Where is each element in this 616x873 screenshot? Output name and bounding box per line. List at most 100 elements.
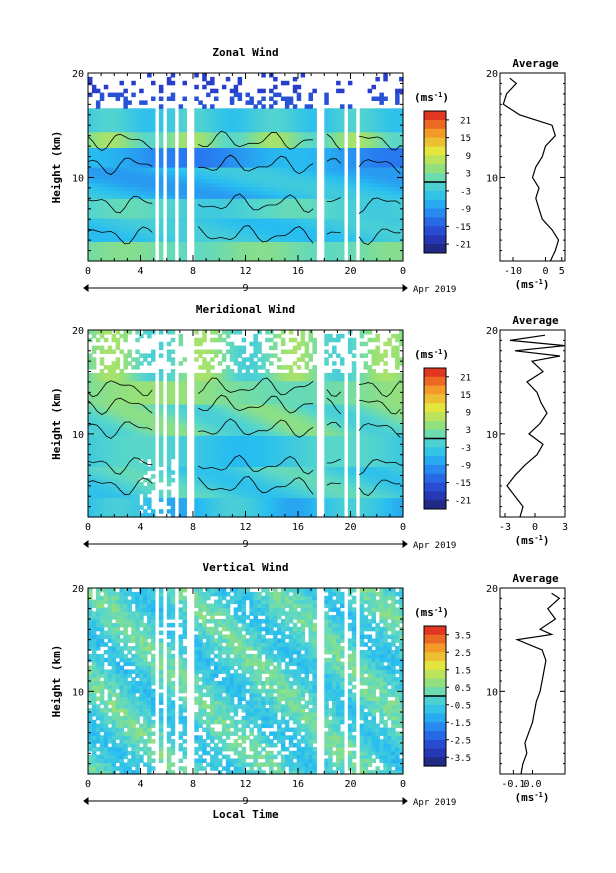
heatmap-cell (107, 439, 113, 444)
heatmap-cell (214, 458, 219, 464)
heatmap-cell (151, 96, 156, 101)
heatmap-cell (328, 131, 333, 137)
heatmap-cell (123, 489, 128, 495)
heatmap-cell (288, 221, 294, 227)
heatmap-cell (143, 435, 148, 440)
heatmap-cell (233, 178, 239, 184)
heatmap-cell (261, 225, 266, 231)
heatmap-cell (261, 108, 266, 113)
heatmap-cell (166, 411, 172, 417)
heatmap-cell (95, 88, 101, 94)
heatmap-cell (324, 221, 329, 227)
heatmap-cell (379, 225, 384, 231)
heatmap-cell (214, 372, 219, 378)
heatmap-cell (359, 225, 365, 231)
heatmap-cell (178, 450, 184, 456)
heatmap-cell (131, 501, 136, 506)
heatmap-cell (111, 151, 117, 156)
heatmap-cell (198, 221, 203, 227)
heatmap-cell (95, 104, 101, 109)
heatmap-cell (324, 198, 329, 203)
heatmap-cell (257, 163, 262, 168)
heatmap-cell (296, 123, 302, 129)
heatmap-cell (241, 194, 247, 199)
heatmap-cell (115, 330, 121, 335)
heatmap-cell (273, 380, 278, 386)
heatmap-cell (284, 474, 290, 479)
heatmap-cell (284, 120, 290, 125)
heatmap-cells (88, 330, 404, 518)
heatmap-cell (147, 489, 152, 495)
heatmap-cell (178, 388, 184, 393)
heatmap-cell (269, 233, 274, 239)
heatmap-cell (241, 376, 247, 382)
heatmap-cell (135, 225, 140, 231)
heatmap-cell (245, 131, 250, 137)
heatmap-cell (206, 481, 211, 487)
heatmap-cell (225, 407, 231, 413)
heatmap-cell (395, 167, 400, 172)
heatmap-cell (88, 147, 93, 152)
heatmap-cell (166, 206, 172, 211)
heatmap-cell (280, 388, 286, 393)
heatmap-cell (178, 415, 184, 421)
heatmap-cell (88, 139, 93, 145)
heatmap-cell (147, 190, 152, 195)
heatmap-cell (261, 404, 266, 409)
heatmap-cell (284, 170, 290, 176)
heatmap-cell (170, 400, 176, 405)
heatmap-cell (166, 376, 172, 382)
heatmap-cell (383, 237, 388, 242)
heatmap-cell (135, 485, 140, 491)
heatmap-cell (147, 454, 152, 460)
heatmap-cell (269, 123, 274, 129)
heatmap-cell (359, 194, 365, 199)
heatmap-cell (229, 88, 235, 94)
heatmap-cell (182, 214, 187, 219)
heatmap-cell (245, 163, 250, 168)
heatmap-cell (88, 450, 93, 456)
heatmap-cell (111, 194, 117, 199)
heatmap-cell (296, 116, 302, 121)
heatmap-cell (158, 104, 164, 109)
heatmap-cell (233, 92, 239, 98)
heatmap-cell (151, 411, 156, 417)
heatmap-cell (308, 170, 313, 176)
heatmap-cell (214, 392, 219, 397)
heatmap-cell (273, 229, 278, 235)
heatmap-cell (237, 206, 243, 211)
heatmap-cell (375, 143, 380, 148)
heatmap-cell (237, 478, 243, 483)
heatmap-cell (233, 419, 239, 425)
heatmap-cell (308, 194, 313, 199)
heatmap-cell (284, 108, 290, 113)
heatmap-cell (95, 400, 101, 405)
heatmap-cell (91, 357, 97, 362)
heatmap-cell (178, 249, 184, 254)
heatmap-cell (127, 194, 132, 199)
heatmap-cell (158, 396, 164, 401)
heatmap-cell (221, 186, 227, 192)
heatmap-cell (265, 253, 270, 258)
heatmap-cell (387, 198, 392, 203)
heatmap-cell (131, 233, 136, 239)
heatmap-cell (347, 237, 353, 242)
heatmap-cell (151, 466, 156, 471)
heatmap-cell (292, 163, 298, 168)
heatmap-cell (395, 202, 400, 207)
heatmap-cell (284, 139, 290, 145)
heatmap-cell (214, 131, 219, 137)
heatmap-cell (210, 489, 215, 495)
heatmap-cell (202, 190, 207, 195)
heatmap-cell (332, 202, 337, 207)
heatmap-cell (269, 470, 274, 475)
heatmap-cell (158, 88, 164, 94)
heatmap-cell (123, 439, 128, 444)
heatmap-cell (214, 127, 219, 133)
heatmap-cell (375, 139, 380, 145)
heatmap-cell (265, 411, 270, 417)
heatmap-cell (395, 127, 400, 133)
heatmap-cell (273, 462, 278, 467)
heatmap-cell (280, 493, 286, 499)
heatmap-cell (147, 241, 152, 246)
